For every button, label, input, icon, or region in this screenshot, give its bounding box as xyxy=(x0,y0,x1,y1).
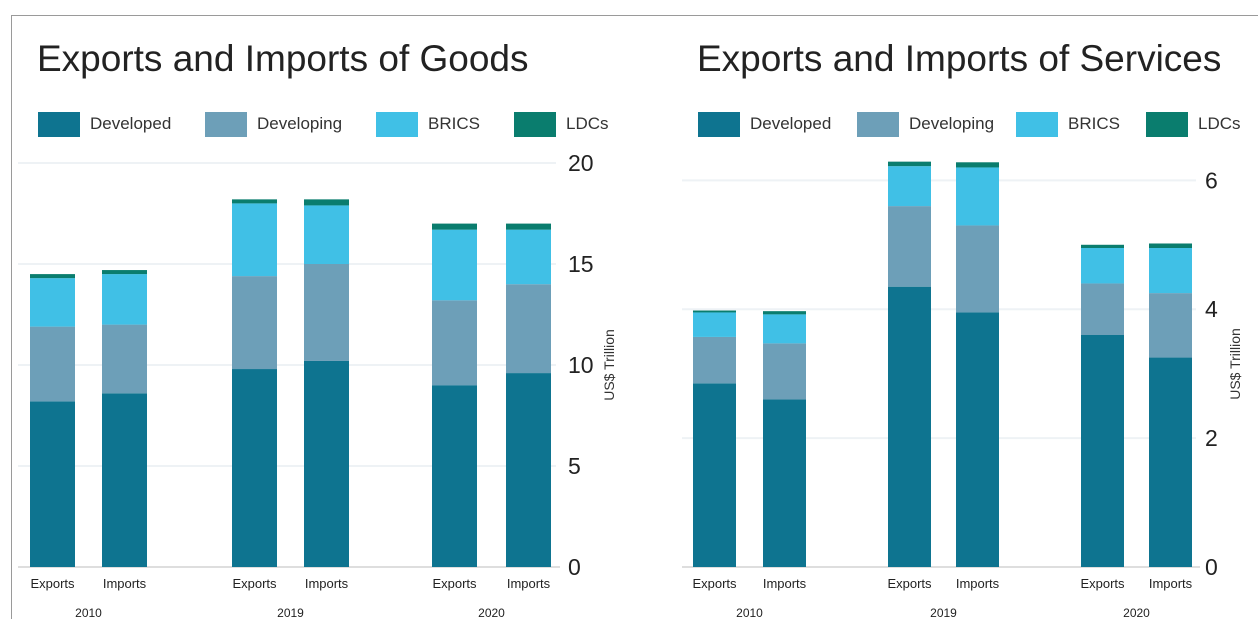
goods-legend-developing: Developing xyxy=(205,111,342,137)
legend-label-developing: Developing xyxy=(257,114,343,133)
figure-frame xyxy=(11,15,1258,619)
goods-legend-brics: BRICS xyxy=(376,111,480,137)
legend-label-developed: Developed xyxy=(750,114,832,133)
services-legend-developing: Developing xyxy=(857,111,994,137)
legend-swatch-ldcs xyxy=(514,111,556,137)
legend-label-brics: BRICS xyxy=(428,114,480,133)
legend-swatch-developing xyxy=(857,111,899,137)
legend-swatch-developing xyxy=(205,111,247,137)
services-chart-title: Exports and Imports of Services xyxy=(697,38,1222,79)
goods-legend-developed: Developed xyxy=(38,111,171,137)
legend-label-ldcs: LDCs xyxy=(566,114,609,133)
goods-chart-title: Exports and Imports of Goods xyxy=(37,38,529,79)
legend-label-developing: Developing xyxy=(909,114,995,133)
legend-swatch-developed xyxy=(38,111,80,137)
legend-swatch-brics xyxy=(376,111,418,137)
goods-legend-ldcs: LDCs xyxy=(514,111,609,137)
legend-swatch-developed xyxy=(698,111,740,137)
services-legend-developed: Developed xyxy=(698,111,831,137)
legend-label-developed: Developed xyxy=(90,114,172,133)
legend-label-brics: BRICS xyxy=(1068,114,1120,133)
legend-swatch-ldcs xyxy=(1146,111,1188,137)
legend-label-ldcs: LDCs xyxy=(1198,114,1241,133)
services-legend-brics: BRICS xyxy=(1016,111,1120,137)
services-legend-ldcs: LDCs xyxy=(1146,111,1241,137)
legend-swatch-brics xyxy=(1016,111,1058,137)
